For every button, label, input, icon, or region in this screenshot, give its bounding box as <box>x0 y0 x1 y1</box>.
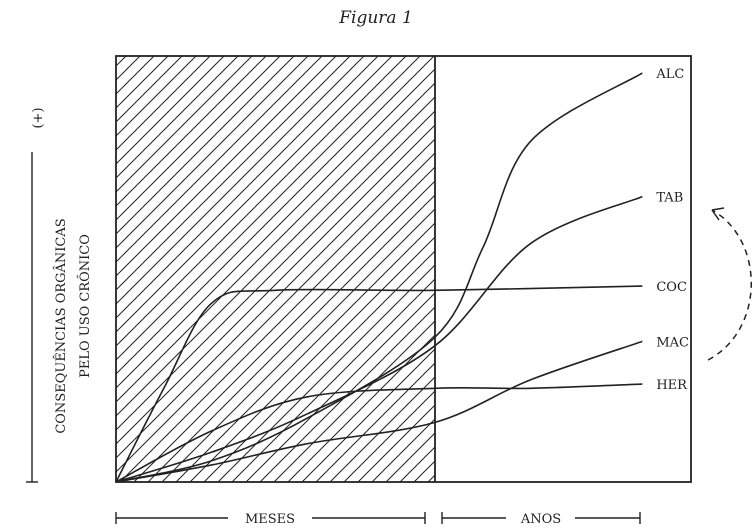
series-line-her <box>115 383 643 483</box>
y-axis-label-line2: PELO USO CRÔNICO <box>76 234 93 378</box>
series-line-mac <box>115 340 643 483</box>
series-line-coc <box>115 285 643 483</box>
figure-title: Figura 1 <box>339 8 413 28</box>
shaded-period-meses <box>116 56 435 482</box>
trend-arrow <box>707 209 752 361</box>
trend-arrow-head <box>711 207 725 221</box>
series-label-her: HER <box>656 378 688 393</box>
series-line-tab <box>115 195 643 483</box>
x-period-anos: ANOS <box>441 512 641 527</box>
y-axis-marker: (+) <box>31 107 46 128</box>
x-period-meses: MESES <box>115 512 426 527</box>
series-line-alc <box>115 72 643 483</box>
x-period-label-meses: MESES <box>245 512 295 527</box>
y-axis-label-line1: CONSEQUÊNCIAS ORGÂNICAS <box>53 218 69 433</box>
plot-frame <box>115 55 692 483</box>
series-label-mac: MAC <box>656 335 689 350</box>
series-label-coc: COC <box>656 280 687 295</box>
series-label-tab: TAB <box>656 191 683 206</box>
x-period-label-anos: ANOS <box>520 512 561 527</box>
series-label-alc: ALC <box>655 67 684 82</box>
